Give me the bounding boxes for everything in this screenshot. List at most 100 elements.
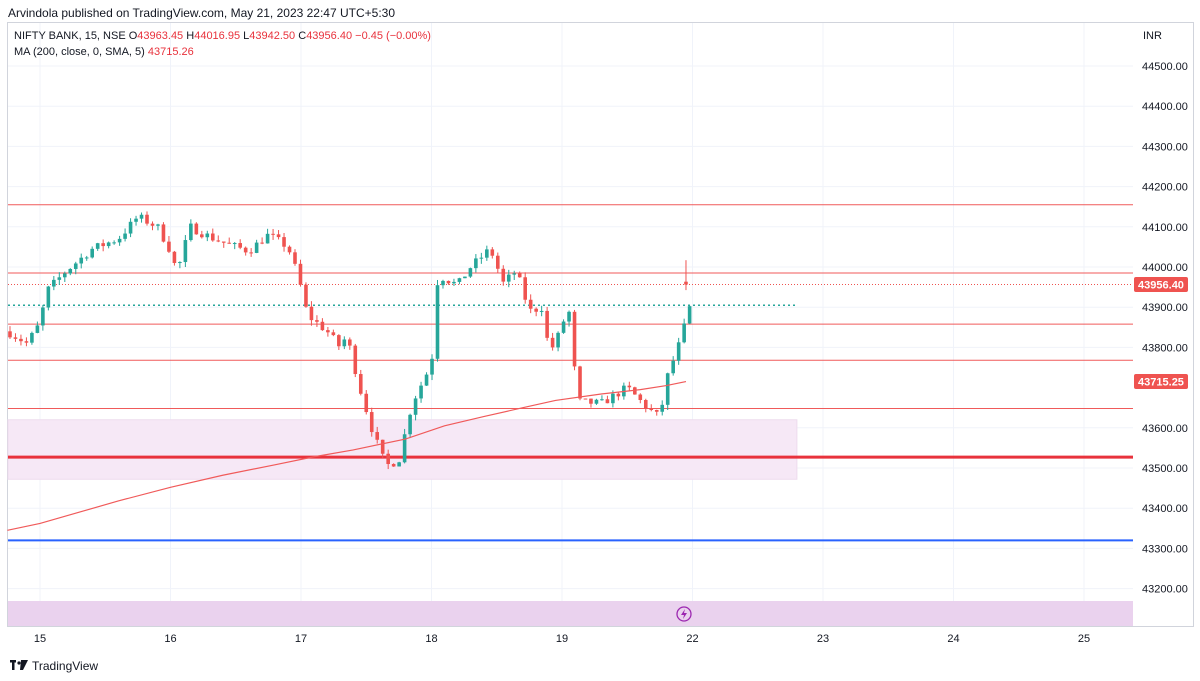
bull-candle xyxy=(90,248,94,258)
bear-candle xyxy=(276,234,281,238)
bull-candle xyxy=(52,279,56,287)
bull-candle xyxy=(123,233,127,239)
bear-candle xyxy=(391,464,396,467)
bull-candle xyxy=(35,325,40,333)
price-label-text: 43715.25 xyxy=(1138,376,1184,388)
bottom-band xyxy=(8,601,1133,626)
bear-candle xyxy=(13,337,18,339)
low-key: L xyxy=(243,30,250,42)
price-label-box xyxy=(1134,373,1188,389)
bull-candle xyxy=(139,214,144,219)
bull-candle xyxy=(539,310,544,312)
close-value: 43956.40 xyxy=(306,30,353,42)
bull-candle xyxy=(183,240,188,263)
bear-candle xyxy=(221,241,226,243)
open-key: O xyxy=(128,30,138,42)
bull-candle xyxy=(397,462,401,467)
bear-candle xyxy=(358,374,363,394)
bear-candle xyxy=(501,268,506,282)
bull-candle xyxy=(41,307,45,326)
y-tick-label: 44200.00 xyxy=(1142,182,1188,194)
bull-candle xyxy=(30,332,34,343)
bear-candle xyxy=(654,409,659,412)
bear-candle xyxy=(528,299,533,309)
bull-candle xyxy=(156,224,160,226)
bull-candle xyxy=(106,242,111,247)
y-tick-label: 44400.00 xyxy=(1142,101,1188,113)
bear-candle xyxy=(495,255,500,269)
bear-candle xyxy=(348,339,352,346)
bear-candle xyxy=(145,214,149,224)
bull-candle xyxy=(342,339,347,347)
high-value: 44016.95 xyxy=(194,30,241,42)
x-tick-label: 19 xyxy=(556,633,568,645)
bear-candle xyxy=(605,399,610,404)
bear-candle xyxy=(243,247,248,253)
candles xyxy=(8,211,692,470)
bull-candle xyxy=(479,257,484,259)
high-key: H xyxy=(186,30,195,42)
bull-candle xyxy=(79,257,84,264)
x-tick-label: 15 xyxy=(34,633,46,645)
bull-candle xyxy=(512,273,517,275)
bull-candle xyxy=(468,268,473,277)
bull-candle xyxy=(594,399,599,404)
x-tick-label: 23 xyxy=(817,633,829,645)
close-key: C xyxy=(298,30,307,42)
bull-candle xyxy=(408,414,412,435)
bear-candle xyxy=(589,398,593,404)
bull-candle xyxy=(68,268,73,274)
y-tick-label: 44500.00 xyxy=(1142,61,1188,73)
bear-candle xyxy=(167,241,171,252)
bull-candle xyxy=(611,393,615,404)
x-tick-label: 25 xyxy=(1078,633,1090,645)
bear-candle xyxy=(101,243,105,247)
bull-candle xyxy=(424,374,429,386)
horizontal-levels xyxy=(8,204,1133,542)
bear-candle xyxy=(337,335,341,347)
bull-candle xyxy=(62,273,67,278)
tradingview-logo-icon xyxy=(10,659,28,673)
bear-candle xyxy=(446,280,451,284)
bear-candle xyxy=(309,306,314,321)
bull-candle xyxy=(57,277,62,280)
footer: TradingView xyxy=(10,659,98,673)
chart-legend: NIFTY BANK, 15, NSE O43963.45 H44016.95 … xyxy=(14,28,431,60)
bear-candle xyxy=(271,233,275,235)
bull-candle xyxy=(457,278,462,282)
bear-candle xyxy=(150,223,155,226)
bear-candle xyxy=(320,321,325,331)
bull-candle xyxy=(265,233,270,244)
bear-candle xyxy=(523,277,527,300)
bull-candle xyxy=(254,242,259,253)
bear-candle xyxy=(200,234,204,238)
bull-candle xyxy=(112,242,116,244)
bear-candle xyxy=(517,273,522,278)
bear-candle xyxy=(260,242,264,244)
change-value: −0.45 (−0.00%) xyxy=(355,30,431,42)
bear-candle xyxy=(633,387,637,395)
bear-candle xyxy=(298,263,303,285)
y-tick-label: 43500.00 xyxy=(1142,463,1188,475)
bull-candle xyxy=(128,221,133,234)
bull-candle xyxy=(687,306,692,324)
bull-candle xyxy=(600,399,604,401)
chart-frame xyxy=(7,22,1194,627)
bear-candle xyxy=(24,341,29,343)
bull-candle xyxy=(205,233,210,238)
bull-candle xyxy=(73,263,78,269)
bull-candle xyxy=(232,243,237,245)
bull-candle xyxy=(435,285,440,359)
y-tick-label: 43200.00 xyxy=(1142,584,1188,596)
price-axis: 44500.00 44400.00 44300.00 44200.00 44100.00… xyxy=(1142,61,1188,596)
bull-candle xyxy=(178,262,182,264)
bear-candle xyxy=(282,237,286,247)
bull-candle xyxy=(134,218,138,222)
bull-candle xyxy=(441,280,445,286)
bear-candle xyxy=(238,243,242,248)
bear-candle xyxy=(369,412,374,433)
price-labels: 43956.40 43715.25 xyxy=(1134,277,1188,389)
x-tick-label: 22 xyxy=(686,633,698,645)
bull-candle xyxy=(419,385,423,399)
